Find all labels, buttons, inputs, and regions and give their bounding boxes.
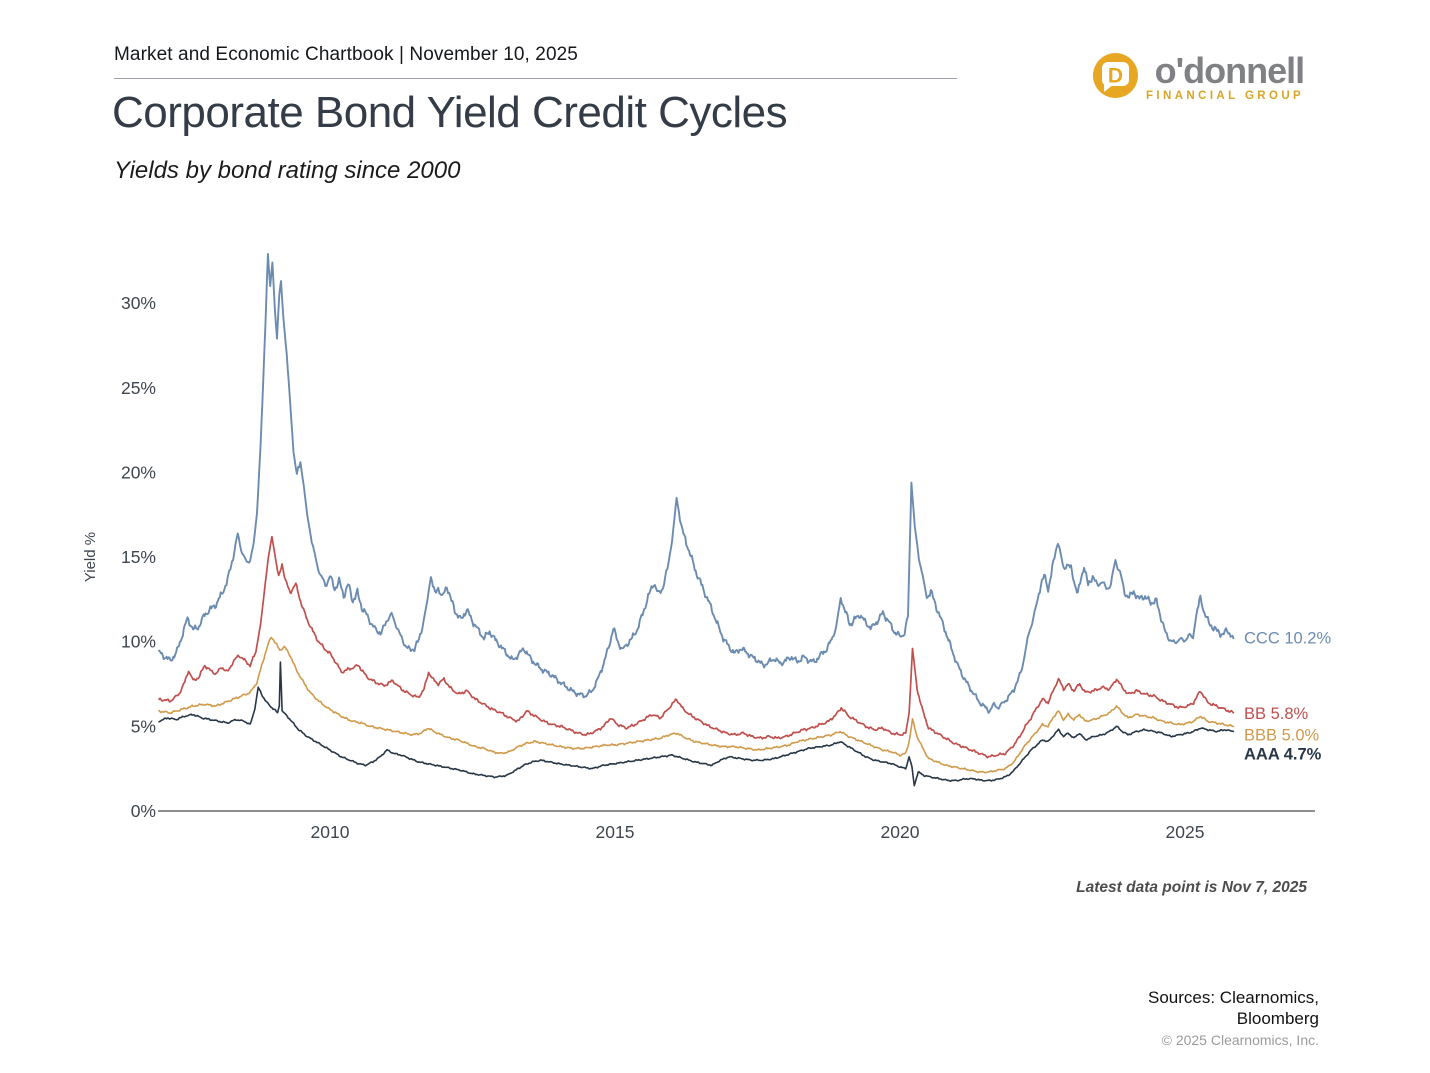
series-label-BB: BB 5.8% [1244, 705, 1309, 723]
x-tick-label: 2015 [596, 822, 635, 842]
y-tick-label: 15% [121, 547, 156, 567]
x-tick-label: 2025 [1166, 822, 1205, 842]
logo-text: o'donnell FINANCIAL GROUP [1146, 50, 1306, 103]
sources-line-1: Sources: Clearnomics, [1147, 988, 1319, 1007]
page-title: Corporate Bond Yield Credit Cycles [112, 88, 788, 137]
y-tick-label: 25% [121, 378, 156, 398]
series-label-BBB: BBB 5.0% [1244, 726, 1320, 744]
y-axis-title: Yield % [82, 532, 99, 582]
y-tick-label: 10% [121, 632, 156, 652]
sources-line-2: Bloomberg [1236, 1009, 1319, 1028]
logo-wordmark: o'donnell [1154, 50, 1306, 91]
series-line-BBB [158, 636, 1235, 774]
x-tick-label: 2020 [881, 822, 920, 842]
page-subtitle: Yields by bond rating since 2000 [114, 157, 461, 184]
chartbook-header: Market and Economic Chartbook | November… [114, 44, 578, 65]
series-line-AAA [158, 661, 1235, 787]
odonnell-logo: D o'donnell FINANCIAL GROUP [1092, 50, 1306, 103]
copyright: © 2025 Clearnomics, Inc. [1161, 1032, 1319, 1048]
latest-data-annotation: Latest data point is Nov 7, 2025 [1076, 879, 1307, 896]
series-line-BB [158, 535, 1235, 759]
y-tick-label: 20% [121, 462, 156, 482]
odonnell-logo-icon: D [1093, 53, 1138, 98]
y-tick-label: 0% [131, 801, 156, 821]
x-tick-label: 2010 [311, 822, 350, 842]
footer: Sources: Clearnomics, Bloomberg © 2025 C… [1148, 987, 1319, 1048]
series-label-CCC: CCC 10.2% [1244, 629, 1331, 647]
logo-monogram: D [1108, 65, 1123, 88]
series-label-AAA: AAA 4.7% [1244, 745, 1322, 763]
header-divider [114, 78, 957, 79]
logo-tagline: FINANCIAL GROUP [1146, 90, 1305, 102]
y-tick-label: 5% [131, 716, 156, 736]
y-tick-label: 30% [121, 293, 156, 313]
series-line-CCC [158, 253, 1235, 714]
